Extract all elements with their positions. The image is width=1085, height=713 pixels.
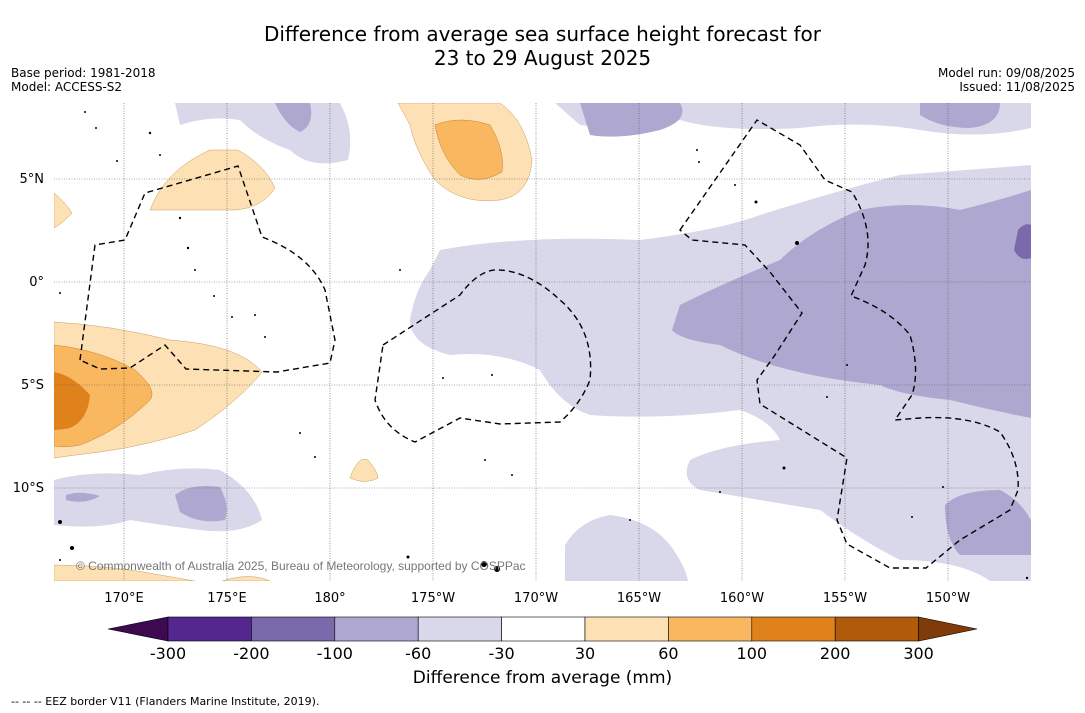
lon-label: 165°W	[617, 591, 661, 606]
colorbar-segment	[834, 616, 919, 642]
map-title: Difference from average sea surface heig…	[0, 22, 1085, 70]
colorbar-title: Difference from average (mm)	[412, 668, 673, 688]
eez-border-central	[374, 269, 592, 443]
neg-dark-east	[1014, 224, 1031, 259]
colorbar-max-arrow	[918, 616, 978, 642]
positive-anomaly-dark	[54, 372, 90, 430]
colorbar-tick: 200	[820, 644, 851, 663]
meta-left: Base period: 1981-2018 Model: ACCESS-S2	[11, 66, 156, 94]
negative-anomaly-dark	[1014, 224, 1031, 259]
colorbar-segment	[501, 616, 586, 642]
neg-region-small	[615, 330, 642, 335]
neg-mid-east	[672, 190, 1031, 418]
pos-dark-west	[54, 372, 90, 430]
lat-label: 5°N	[20, 172, 45, 187]
lon-label: 155°W	[823, 591, 867, 606]
islands	[58, 111, 1029, 580]
neg-mid-sw	[66, 492, 100, 502]
colorbar-tick: -300	[150, 644, 186, 663]
neg-mid-south	[175, 486, 227, 522]
colorbar-tick-labels: -300 -200 -100 -60 -30 30 60 100 200 300	[150, 644, 934, 663]
lat-label: 5°S	[21, 378, 44, 393]
colorbar-tick: 30	[575, 644, 595, 663]
colorbar-tick: 100	[737, 644, 768, 663]
eez-border-east	[679, 119, 1019, 569]
colorbar-segment	[167, 616, 252, 642]
colorbar-segment	[417, 616, 502, 642]
colorbar-segment	[751, 616, 836, 642]
neg-mid-northeast	[920, 103, 1000, 128]
lon-label: 170°E	[104, 591, 144, 606]
colorbar-segment	[251, 616, 336, 642]
pos-light-sw	[54, 564, 196, 581]
pos-mid-north	[434, 119, 503, 180]
longitude-labels: 170°E 175°E 180° 175°W 170°W 165°W 160°W…	[104, 591, 970, 606]
neg-mid-nw	[275, 103, 312, 132]
latitude-labels: 5°N 0° 5°S 10°S	[13, 172, 44, 496]
gridlines	[54, 103, 1031, 581]
pos-light-small	[349, 458, 379, 482]
colorbar-tick: -60	[405, 644, 431, 663]
model-run: Model run: 09/08/2025	[937, 66, 1075, 80]
lat-label: 0°	[29, 275, 44, 290]
colorbar-tick: 60	[658, 644, 678, 663]
lon-label: 175°E	[207, 591, 247, 606]
lon-label: 160°W	[720, 591, 764, 606]
model-name: Model: ACCESS-S2	[11, 80, 123, 94]
pos-light-edge	[54, 192, 73, 229]
colorbar-tick: 300	[903, 644, 934, 663]
negative-anomaly-mid	[66, 103, 1031, 555]
title-line-1: Difference from average sea surface heig…	[263, 22, 822, 46]
base-period: Base period: 1981-2018	[11, 66, 156, 80]
lat-label: 10°S	[13, 481, 44, 496]
colorbar-min-arrow	[107, 616, 169, 642]
lon-label: 170°W	[514, 591, 558, 606]
colorbar-tick: -30	[489, 644, 515, 663]
pos-light-sw2	[221, 576, 271, 581]
anomaly-fields	[54, 103, 1031, 581]
colorbar-segment	[334, 616, 419, 642]
colorbar	[107, 616, 978, 642]
neg-region-south	[565, 515, 688, 581]
lon-label: 180°	[314, 591, 345, 606]
eez-borders	[79, 119, 1019, 569]
colorbar-tick: -200	[233, 644, 269, 663]
title-line-2: 23 to 29 August 2025	[433, 46, 652, 70]
lon-label: 150°W	[926, 591, 970, 606]
colorbar-tick: -100	[317, 644, 353, 663]
copyright-notice: © Commonwealth of Australia 2025, Bureau…	[76, 559, 526, 573]
lon-label: 175°W	[411, 591, 455, 606]
issued-date: Issued: 11/08/2025	[959, 80, 1075, 94]
neg-mid-north	[580, 103, 683, 137]
colorbar-segment	[584, 616, 669, 642]
pos-light-nw	[149, 149, 276, 211]
colorbar-segment	[668, 616, 753, 642]
meta-right: Model run: 09/08/2025 Issued: 11/08/2025	[938, 66, 1075, 94]
eez-footnote: -- -- -- EEZ border V11 (Flanders Marine…	[11, 695, 320, 708]
